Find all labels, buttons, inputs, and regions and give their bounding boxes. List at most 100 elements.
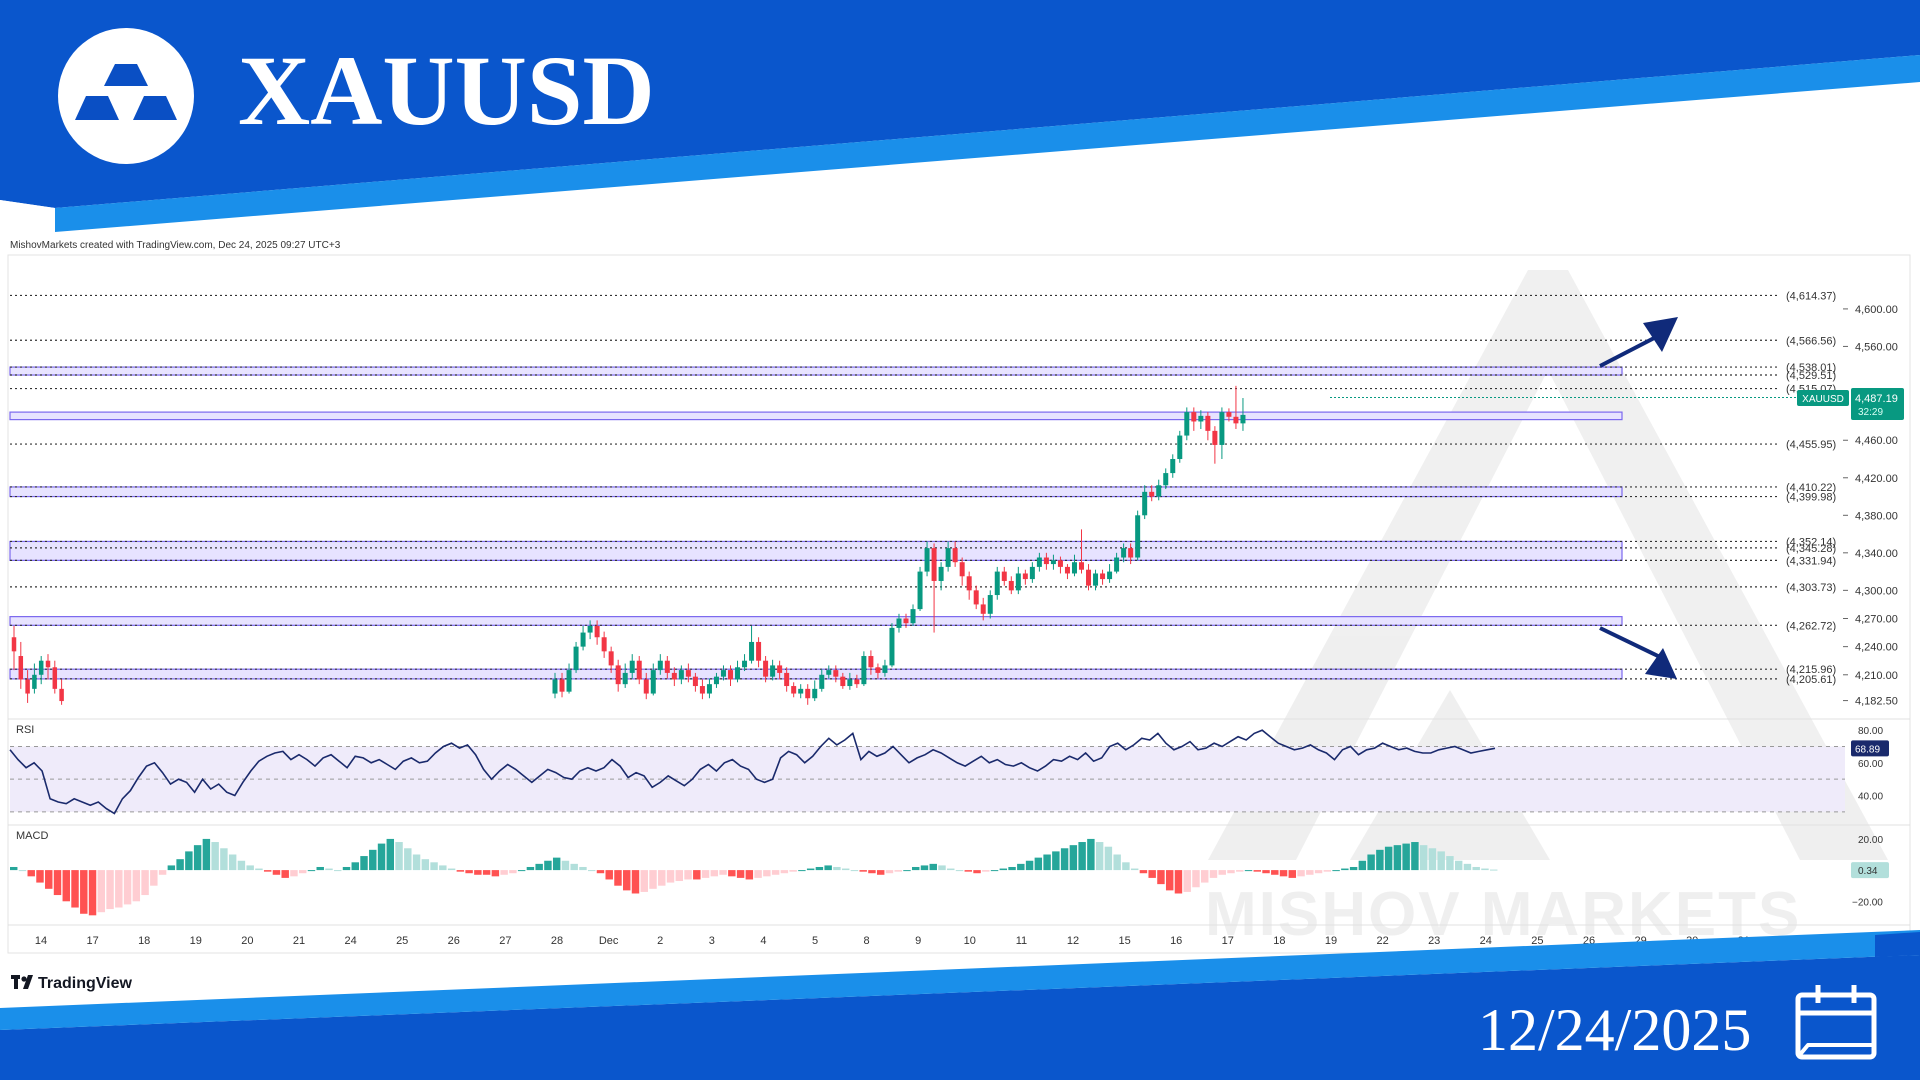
bearish-candle <box>833 670 839 677</box>
price-tick-label: 4,210.00 <box>1855 670 1898 682</box>
time-tick-label: 18 <box>1273 935 1285 947</box>
macd-negative-bar <box>666 870 675 883</box>
bearish-arrow-icon <box>1599 626 1677 679</box>
bearish-candle <box>784 672 790 687</box>
price-tick-label: 4,240.00 <box>1855 642 1898 654</box>
macd-positive-bar <box>316 866 324 871</box>
bullish-candle <box>910 609 916 624</box>
bearish-candle <box>1212 430 1218 445</box>
time-tick-label: 18 <box>138 935 150 947</box>
macd-negative-bar <box>859 870 867 872</box>
bearish-candle <box>1226 412 1232 417</box>
time-tick-label: 17 <box>1222 935 1234 947</box>
macd-positive-bar <box>255 868 263 871</box>
bullish-candle <box>1240 414 1246 424</box>
macd-negative-bar <box>780 870 789 874</box>
bearish-candle <box>728 670 733 680</box>
time-tick-label: 24 <box>344 935 356 947</box>
footer-band <box>0 930 1920 1080</box>
macd-positive-bar <box>912 866 920 871</box>
bullish-candle <box>896 618 902 628</box>
macd-positive-bar <box>1008 866 1016 871</box>
macd-positive-bar <box>1446 856 1454 871</box>
chart-credit: MishovMarkets created with TradingView.c… <box>10 240 341 251</box>
macd-positive-bar <box>552 857 561 871</box>
macd-positive-bar <box>202 838 211 871</box>
macd-negative-bar <box>1218 870 1226 875</box>
macd-positive-bar <box>1113 854 1121 871</box>
macd-positive-bar <box>1358 860 1367 871</box>
rsi-line <box>9 729 1496 815</box>
current-symbol-label: XAUUSD <box>1802 394 1844 405</box>
macd-negative-bar <box>150 870 158 886</box>
macd-negative-bar <box>509 870 517 874</box>
macd-negative-bar <box>465 870 473 874</box>
bullish-candle <box>713 676 719 685</box>
bearish-candle <box>692 676 698 687</box>
macd-negative-bar <box>80 870 88 914</box>
macd-positive-bar <box>1472 866 1480 871</box>
macd-negative-bar <box>132 870 141 902</box>
macd-negative-bar <box>719 870 727 875</box>
bullish-candle <box>566 670 572 692</box>
macd-negative-bar <box>1157 870 1165 885</box>
bullish-candle <box>32 674 37 689</box>
analysis-date: 12/24/2025 <box>1478 997 1751 1063</box>
bearish-candle <box>931 548 937 581</box>
time-tick-label: 23 <box>1428 935 1440 947</box>
macd-negative-bar <box>263 870 272 872</box>
macd-positive-bar <box>517 870 526 872</box>
bearish-candle <box>1191 412 1197 422</box>
macd-positive-bar <box>211 842 219 871</box>
macd-negative-bar <box>894 870 902 872</box>
macd-positive-bar <box>1104 846 1113 871</box>
price-tick-label: 4,300.00 <box>1855 585 1898 597</box>
macd-positive-bar <box>570 863 578 871</box>
macd-positive-bar <box>246 865 254 871</box>
support-resistance-zone <box>9 540 1623 561</box>
macd-positive-bar <box>544 860 552 871</box>
macd-positive-bar <box>220 848 228 871</box>
header-accent-stripe <box>55 55 1920 232</box>
bearish-candle <box>1064 566 1070 574</box>
bearish-candle <box>1086 569 1092 586</box>
macd-negative-bar <box>106 870 114 910</box>
macd-positive-bar <box>167 865 176 871</box>
macd-negative-bar <box>1183 870 1191 892</box>
time-tick-label: 5 <box>812 935 818 947</box>
bullish-candle <box>1142 491 1148 516</box>
macd-positive-bar <box>185 851 193 871</box>
macd-positive-bar <box>806 868 815 871</box>
macd-positive-bar <box>903 870 911 872</box>
time-tick-label: 2 <box>657 935 663 947</box>
macd-positive-bar <box>1087 838 1095 871</box>
level-label: (4,399.98) <box>1786 492 1836 504</box>
time-tick-label: 17 <box>86 935 98 947</box>
macd-positive-bar <box>850 870 859 872</box>
bearish-candle <box>1128 548 1134 558</box>
bullish-candle <box>945 548 951 567</box>
level-label: (4,538.01) <box>1786 362 1836 374</box>
bullish-arrow-icon <box>1599 317 1678 368</box>
macd-negative-bar <box>115 870 123 908</box>
level-label: (4,345.28) <box>1786 543 1836 555</box>
bearish-candle <box>699 686 705 694</box>
price-axis: 4,600.004,560.004,510.004,460.004,420.00… <box>1843 304 1898 708</box>
macd-negative-bar <box>474 870 482 875</box>
macd-positive-bar <box>587 870 596 872</box>
macd-positive-bar <box>1402 843 1410 871</box>
bullish-candle <box>770 665 776 677</box>
support-resistance-zone <box>9 411 1623 421</box>
bullish-candle <box>861 656 867 685</box>
bullish-candle <box>1177 435 1183 460</box>
tradingview-label: TradingView <box>38 975 133 992</box>
bullish-candle <box>1093 573 1099 586</box>
macd-negative-bar <box>1209 870 1218 878</box>
bullish-candle <box>917 571 923 610</box>
bearish-candle <box>868 656 874 668</box>
bearish-candle <box>643 679 649 694</box>
price-tick-label: 4,600.00 <box>1855 304 1898 316</box>
macd-current-value: 0.34 <box>1858 866 1878 877</box>
macd-negative-bar <box>596 870 605 874</box>
bullish-candle <box>1184 412 1190 436</box>
